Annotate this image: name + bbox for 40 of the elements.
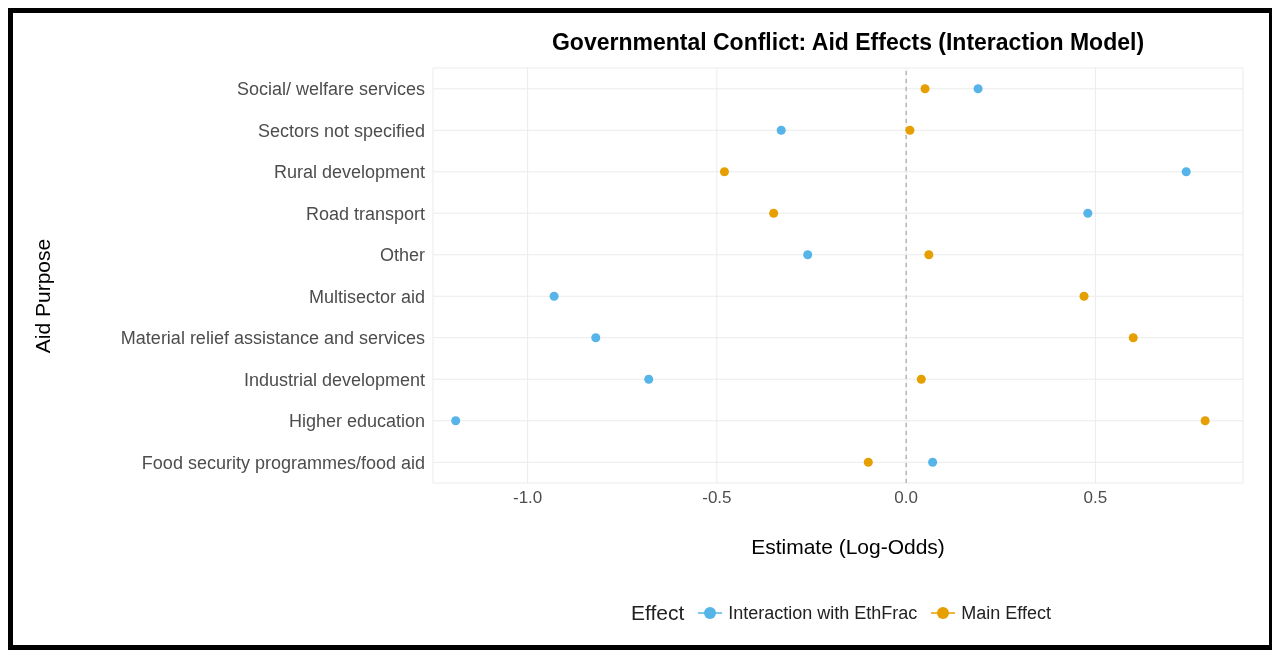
point (916, 374, 926, 384)
point (905, 125, 915, 135)
point (1079, 291, 1089, 301)
point (719, 167, 729, 177)
point (803, 250, 813, 260)
x-tick-label: 0.5 (1083, 488, 1108, 508)
point (920, 84, 930, 94)
y-tick-label: Multisector aid (308, 286, 425, 307)
point (776, 125, 786, 135)
legend-label: Main Effect (961, 602, 1052, 624)
point (549, 291, 559, 301)
point (928, 457, 938, 467)
y-tick-label: Industrial development (243, 369, 425, 390)
legend-label: Interaction with EthFrac (728, 602, 918, 624)
y-tick-label: Road transport (305, 203, 425, 224)
point (973, 84, 983, 94)
point (591, 333, 601, 343)
chart-title: Governmental Conflict: Aid Effects (Interaction Model) (550, 29, 1146, 56)
y-tick-label: Sectors not specified (257, 120, 425, 141)
legend-title: Effect (630, 601, 685, 625)
point (924, 250, 934, 260)
point (1128, 333, 1138, 343)
point (1083, 208, 1093, 218)
point (1181, 167, 1191, 177)
x-tick-label: 0.0 (894, 488, 918, 508)
point (644, 374, 654, 384)
point (863, 457, 873, 467)
y-tick-label: Social/ welfare services (236, 79, 425, 100)
point (769, 208, 779, 218)
y-tick-label: Rural development (273, 162, 425, 183)
x-axis-title: Estimate (Log-Odds) (750, 535, 946, 559)
y-tick-label: Other (379, 245, 425, 266)
point (1200, 416, 1210, 426)
y-axis-title: Aid Purpose (31, 238, 55, 354)
x-tick-label: -0.5 (702, 488, 732, 508)
x-tick-label: -1.0 (512, 488, 543, 508)
point (451, 416, 461, 426)
y-tick-label: Food security programmes/food aid (141, 452, 425, 473)
y-tick-label: Higher education (288, 411, 425, 432)
y-tick-label: Material relief assistance and services (120, 328, 425, 349)
